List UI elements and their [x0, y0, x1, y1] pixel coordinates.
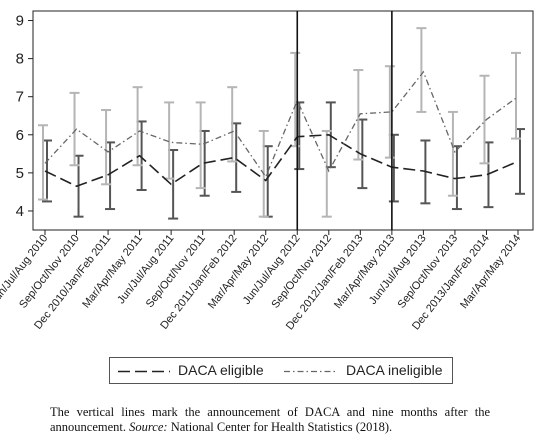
caption-text: The vertical lines mark the announcement…	[50, 405, 490, 434]
error-bars	[38, 27, 525, 220]
series-lines	[44, 70, 519, 188]
error-bar	[227, 86, 238, 163]
error-bar	[321, 129, 332, 218]
legend-label-ineligible: DACA ineligible	[346, 362, 443, 378]
y-tick-label: 4	[16, 203, 24, 220]
x-tick-label: Jun/Jul/Aug 2013	[367, 232, 429, 306]
x-tick-label: Mar/Apr/May 2011	[80, 232, 145, 310]
x-tick-label: Jun/Jul/Aug 2012	[241, 232, 303, 306]
y-tick-label: 9	[16, 13, 24, 30]
error-bar	[353, 69, 364, 161]
legend-label-eligible: DACA eligible	[178, 362, 264, 378]
vertical-lines	[296, 11, 393, 230]
y-tick-label: 7	[16, 89, 24, 106]
x-tick-label: Jun/Jul/Aug 2011	[115, 232, 176, 306]
series-line	[44, 133, 519, 188]
error-bar	[69, 91, 80, 167]
source-text: National Center for Health Statistics (2…	[167, 420, 393, 434]
error-bar	[511, 51, 521, 140]
x-tick-label: Mar/Apr/May 2014	[458, 232, 523, 311]
error-bar	[290, 51, 301, 148]
error-bar	[132, 86, 143, 167]
error-bar	[416, 27, 427, 113]
error-bar	[447, 110, 458, 197]
legend: DACA eligible DACA ineligible	[109, 357, 453, 384]
source-label: Source:	[129, 420, 168, 434]
y-tick-label: 8	[16, 51, 24, 68]
figure-caption: The vertical lines mark the announcement…	[50, 405, 490, 435]
y-axis: 4 5 6 7 8 9	[16, 13, 33, 220]
error-bar	[195, 101, 206, 190]
error-bar	[101, 109, 112, 186]
plot-frame	[32, 10, 534, 231]
error-bar	[384, 65, 395, 159]
y-tick-label: 6	[16, 127, 24, 144]
error-bar	[38, 124, 48, 201]
series-line	[44, 70, 519, 179]
x-tick-label: Sep/Oct/Nov 2011	[144, 232, 208, 310]
error-bar	[479, 74, 490, 165]
y-tick-label: 5	[16, 165, 24, 182]
